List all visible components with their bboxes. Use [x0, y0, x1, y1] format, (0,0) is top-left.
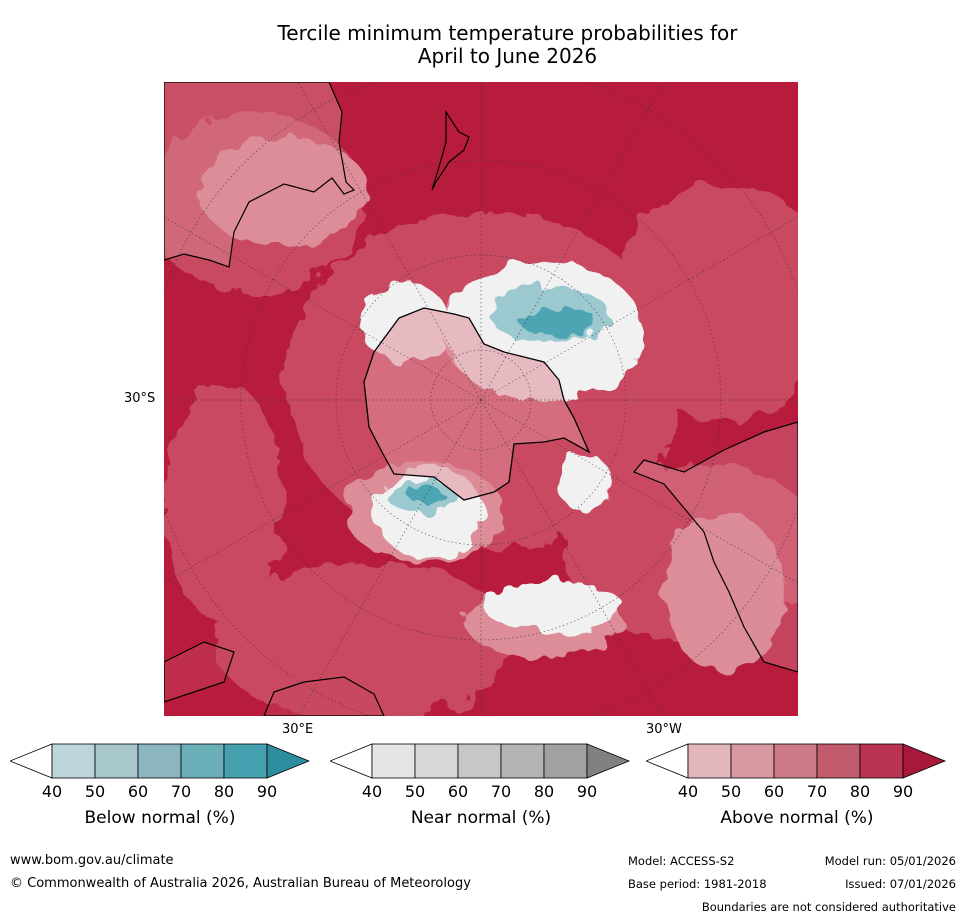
south-america-outline — [633, 421, 798, 673]
colorbar-below-normal — [10, 743, 310, 779]
colorbar-swatch — [180, 743, 225, 779]
footer-website[interactable]: www.bom.gov.au/climate — [10, 853, 174, 868]
colorbar-tick-label: 80 — [533, 782, 555, 801]
lat-label-30s: 30°S — [124, 391, 156, 406]
colorbar-tick-label: 60 — [763, 782, 785, 801]
colorbar-tick-label: 90 — [892, 782, 914, 801]
colorbar-title-above: Above normal (%) — [720, 808, 874, 828]
colorbar-tick-label: 70 — [806, 782, 828, 801]
colorbar-title-near: Near normal (%) — [410, 808, 552, 828]
lon-label-30e: 30°E — [282, 722, 314, 737]
colorbar-above-normal — [646, 743, 947, 779]
colorbar-swatch — [457, 743, 502, 779]
colorbar-tick-label: 80 — [213, 782, 235, 801]
colorbar-tick-label: 50 — [404, 782, 426, 801]
colorbar-tick-label: 70 — [170, 782, 192, 801]
colorbar-low-arrow — [10, 743, 53, 779]
colorbar-tick-label: 40 — [677, 782, 699, 801]
colorbar-swatch — [543, 743, 588, 779]
footer-model-run: Model run: 05/01/2026 — [824, 854, 956, 868]
colorbar-swatch — [371, 743, 416, 779]
australia-outline — [164, 82, 356, 268]
chart-title: Tercile minimum temperature probabilitie… — [0, 22, 965, 68]
antarctica-outline — [363, 307, 591, 501]
colorbar-high-arrow — [902, 743, 947, 779]
colorbar-swatch — [94, 743, 139, 779]
colorbar-near-normal — [330, 743, 631, 779]
colorbar-low-arrow — [646, 743, 689, 779]
colorbar-tick-label: 40 — [361, 782, 383, 801]
colorbar-tick-label: 60 — [447, 782, 469, 801]
probability-map — [164, 82, 798, 716]
colorbar-swatch — [773, 743, 818, 779]
colorbar-tick-label: 70 — [490, 782, 512, 801]
colorbar-title-below: Below normal (%) — [84, 808, 236, 828]
colorbar-swatch — [730, 743, 775, 779]
colorbar-swatch — [687, 743, 732, 779]
lon-label-30w: 30°W — [646, 722, 682, 737]
colorbar-tick-label: 90 — [576, 782, 598, 801]
footer-base-period: Base period: 1981-2018 — [628, 877, 767, 891]
colorbar-low-arrow — [330, 743, 373, 779]
colorbar-swatch — [137, 743, 182, 779]
colorbar-swatch — [223, 743, 268, 779]
colorbar-swatch — [816, 743, 861, 779]
colorbar-swatch — [51, 743, 96, 779]
footer-copyright: © Commonwealth of Australia 2026, Austra… — [10, 876, 471, 891]
colorbar-tick-label: 40 — [41, 782, 63, 801]
colorbar-swatch — [859, 743, 904, 779]
colorbar-tick-label: 80 — [849, 782, 871, 801]
below-normal-areas — [387, 286, 609, 512]
new-zealand-outline — [431, 109, 470, 191]
title-line-1: Tercile minimum temperature probabilitie… — [277, 21, 738, 45]
footer-disclaimer: Boundaries are not considered authoritat… — [701, 900, 956, 914]
footer-issued: Issued: 07/01/2026 — [845, 877, 956, 891]
colorbar-tick-label: 60 — [127, 782, 149, 801]
colorbar-high-arrow — [586, 743, 631, 779]
colorbar-tick-label: 90 — [256, 782, 278, 801]
footer-model: Model: ACCESS-S2 — [628, 854, 735, 868]
colorbar-tick-label: 50 — [720, 782, 742, 801]
colorbar-swatch — [414, 743, 459, 779]
title-line-2: April to June 2026 — [417, 44, 598, 68]
graticule — [164, 82, 798, 716]
colorbar-swatch — [500, 743, 545, 779]
colorbar-high-arrow — [266, 743, 310, 779]
africa-outline — [164, 641, 385, 716]
colorbar-tick-label: 50 — [84, 782, 106, 801]
